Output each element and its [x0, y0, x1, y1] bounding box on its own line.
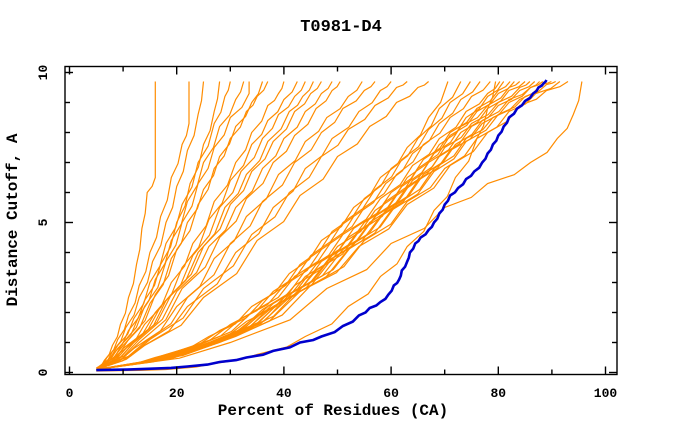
model-curve — [96, 80, 569, 371]
model-curve — [98, 81, 333, 369]
model-curve — [96, 81, 285, 371]
y-tick-label: 10 — [36, 65, 51, 81]
x-tick-label: 100 — [594, 386, 618, 401]
x-tick-label: 40 — [276, 386, 292, 401]
model-curve — [96, 80, 552, 371]
model-curve — [98, 81, 269, 370]
model-curve — [98, 81, 231, 367]
y-axis-label: Distance Cutoff, A — [4, 133, 22, 306]
model-curve — [101, 81, 250, 367]
x-tick-label: 80 — [490, 386, 506, 401]
model-curve — [96, 81, 515, 371]
model-curve — [96, 81, 322, 371]
model-curve — [96, 81, 429, 371]
axis-ticks-layer — [65, 66, 617, 375]
model-curve — [95, 81, 190, 370]
chart-title: T0981-D4 — [300, 18, 382, 37]
model-curve — [96, 81, 471, 371]
tick-labels-layer: 0 20 40 60 80 100 0 5 10 — [36, 65, 617, 401]
model-curve — [101, 81, 376, 368]
x-tick-label: 0 — [66, 386, 74, 401]
model-curve — [96, 81, 341, 371]
model-curves-layer — [95, 79, 583, 372]
x-axis-label: Percent of Residues (CA) — [218, 402, 448, 420]
y-tick-label: 0 — [36, 368, 51, 376]
model-curve — [98, 81, 408, 369]
highlight-curve — [96, 79, 548, 372]
model-curve — [96, 81, 392, 371]
model-curve — [96, 81, 481, 371]
model-curve — [96, 81, 536, 371]
y-tick-label: 5 — [36, 218, 51, 226]
model-curve — [96, 81, 462, 371]
x-tick-label: 60 — [383, 386, 399, 401]
model-curve — [96, 81, 583, 371]
plot-border — [64, 65, 618, 376]
model-curve — [96, 81, 544, 371]
model-curve — [98, 81, 298, 369]
model-curve — [96, 81, 491, 371]
model-curve — [96, 81, 526, 371]
x-tick-label: 20 — [169, 386, 185, 401]
